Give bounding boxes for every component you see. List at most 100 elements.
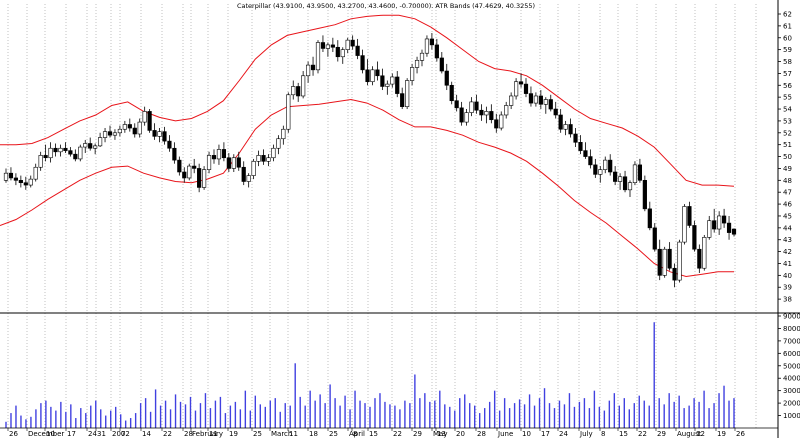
candle-body [385,83,390,87]
candle-body [43,155,48,159]
price-tick-label: 48 [783,177,792,185]
candle-body [578,142,583,151]
date-tick-label: 22 [638,430,647,438]
candle-body [717,215,722,230]
price-tick-label: 49 [783,165,792,173]
candle-body [182,171,187,179]
candle-body [558,114,563,130]
candle-body [276,138,281,149]
candle-body [375,69,380,77]
price-tick-label: 58 [783,58,792,66]
candle-body [172,147,177,161]
candle-body [444,70,449,86]
date-tick-label: 18 [309,430,318,438]
date-tick-label: 19 [229,430,238,438]
candle-body [13,177,19,181]
volume-tick-label: 60000 [783,350,800,358]
candle-body [211,155,217,160]
date-tick-label: 17 [67,430,76,438]
candle-body [147,111,152,131]
candle-body [350,39,355,47]
candle-body [325,44,331,49]
price-tick-label: 46 [783,201,792,209]
candle-body [489,111,494,121]
candle-body [523,83,529,94]
candle-body [102,131,108,138]
candle-body [107,131,113,136]
candle-body [449,84,454,102]
date-tick-label: 2002 [112,430,130,438]
candle-body [548,99,553,110]
date-tick-label: December [28,430,64,438]
date-tick-label: 24 [559,430,568,438]
candle-body [28,178,33,186]
candle-body [414,60,420,68]
candle-body [201,169,207,188]
date-tick-label: 11 [209,430,218,438]
candle-body [226,157,231,169]
price-tick-label: 52 [783,129,792,137]
date-tick-label: July [579,430,593,438]
price-tick-label: 38 [783,296,792,304]
candle-body [474,101,479,111]
date-tick-label: 25 [329,430,338,438]
candle-body [206,155,212,170]
candle-body [93,145,98,149]
price-tick-label: 42 [783,248,792,256]
candle-body [459,107,464,123]
candle-body [697,248,702,269]
date-tick-label: 15 [369,430,378,438]
volume-tick-label: 10000 [783,412,800,420]
date-tick-label: April [349,430,365,438]
candle-body [33,166,38,180]
candle-body [608,159,613,173]
candle-body [647,208,652,229]
candle-body [637,164,643,181]
candle-body [266,157,271,162]
candle-body [162,131,167,142]
candle-body [18,180,23,183]
candle-body [652,227,657,250]
candle-body [330,44,335,48]
candle-body [499,114,504,129]
candle-body [469,101,474,113]
date-tick-label: 26 [736,430,745,438]
candle-body [390,76,395,85]
price-tick-label: 41 [783,260,792,268]
candle-body [127,124,132,129]
candle-body [613,171,618,182]
volume-tick-label: 50000 [783,362,800,370]
date-tick-label: 10 [46,430,55,438]
date-tick-label: 28 [184,430,193,438]
candle-body [152,130,157,137]
candle-body [68,150,73,155]
date-tick-label: 17 [541,430,550,438]
volume-axis: 10000 20000 30000 40000 50000 60000 70000 80000… [778,313,800,420]
candle-body [301,75,306,97]
candle-body [305,64,311,77]
candle-body [692,225,697,250]
candle-body [677,241,682,281]
candle-body [3,172,9,181]
candle-body [97,137,103,147]
candle-body [365,69,370,83]
candle-body [320,42,326,49]
candle-body [246,175,251,182]
candle-body [340,49,345,58]
date-tick-label: 13 [437,430,446,438]
price-tick-label: 57 [783,70,792,78]
candle-body [48,147,53,159]
candle-body [504,105,509,116]
candle-body [216,149,222,160]
date-tick-label: August [677,430,702,438]
volume-tick-label: 30000 [783,387,800,395]
price-tick-label: 51 [783,141,792,149]
price-tick-label: 59 [783,46,792,54]
candle-body [73,153,78,160]
price-tick-label: 55 [783,94,792,102]
candle-body [454,100,459,109]
candle-body [632,164,638,183]
